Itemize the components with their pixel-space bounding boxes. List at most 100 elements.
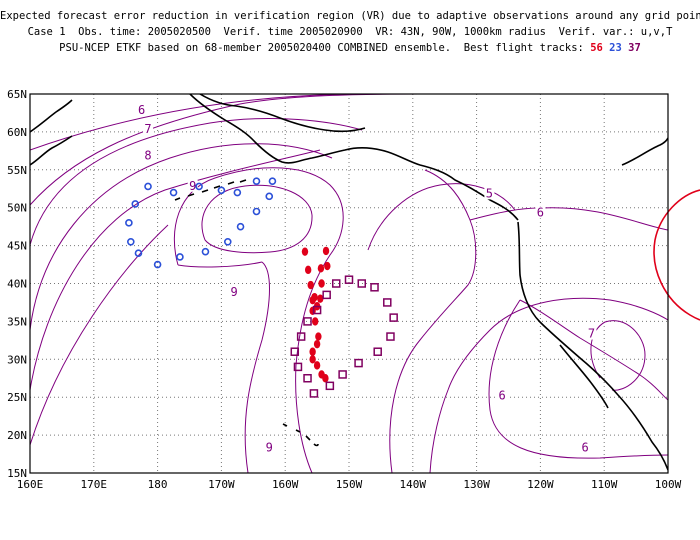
track-56-dot bbox=[313, 339, 321, 349]
flight-track-markers bbox=[125, 177, 398, 398]
track-56-dot bbox=[324, 261, 331, 271]
track-37-square bbox=[293, 362, 303, 372]
contour-line bbox=[173, 167, 344, 473]
contour-label-bg bbox=[136, 103, 147, 116]
title-line-1: Expected forecast error reduction in ver… bbox=[0, 10, 700, 22]
track-23-circle bbox=[252, 207, 261, 216]
lon-tick-label: 120W bbox=[527, 478, 554, 491]
lat-tick-label: 50N bbox=[7, 202, 27, 215]
track-56-dot bbox=[318, 370, 325, 379]
contour-label-bg bbox=[484, 187, 495, 200]
track-23-circle bbox=[233, 188, 242, 197]
track-56-dot bbox=[317, 264, 325, 273]
hawaii-islands bbox=[282, 423, 319, 447]
contour-line bbox=[30, 118, 363, 246]
aleutian-islands bbox=[174, 179, 247, 201]
track-37-square bbox=[325, 381, 335, 391]
lat-tick-label: 30N bbox=[7, 353, 27, 366]
lon-tick-label: 150W bbox=[336, 478, 363, 491]
lon-tick-label: 140W bbox=[400, 478, 427, 491]
lat-tick-label: 20N bbox=[7, 429, 27, 442]
title-line-2: Case 1 Obs. time: 2005020500 Verif. time… bbox=[27, 26, 673, 38]
track-37-square bbox=[386, 332, 395, 341]
contour-line bbox=[244, 261, 270, 473]
track-37-square bbox=[309, 389, 319, 398]
contour-line bbox=[488, 299, 668, 459]
track-23-circle bbox=[201, 247, 210, 256]
lat-tick-label: 45N bbox=[7, 240, 27, 253]
track-23-circle bbox=[125, 219, 133, 227]
track-56-dot bbox=[318, 279, 325, 288]
track-37-square bbox=[389, 313, 398, 322]
contour-label-bg bbox=[187, 179, 198, 192]
lon-tick-label: 160E bbox=[17, 478, 44, 491]
north-america-west-coast bbox=[517, 221, 668, 471]
contour-line bbox=[201, 184, 313, 254]
contour-line bbox=[30, 149, 321, 391]
track-37-square bbox=[312, 305, 322, 315]
title-line-3-text: PSU-NCEP ETKF based on 68-member 2005020… bbox=[59, 42, 584, 54]
alaska-coast bbox=[189, 94, 519, 221]
lat-tick-label: 40N bbox=[7, 278, 27, 291]
kamchatka-coast bbox=[30, 135, 73, 166]
contour-label-bg bbox=[586, 327, 597, 340]
contour-label: 9 bbox=[189, 179, 196, 193]
contour-label-bg bbox=[264, 441, 275, 454]
contour-labels: 6 7 8 9 9 9 5 6 7 6 6 bbox=[136, 103, 597, 454]
track-56-dot bbox=[307, 280, 314, 290]
contour-label: 9 bbox=[231, 285, 238, 299]
track-label-23: 23 bbox=[609, 42, 622, 54]
track-37-square bbox=[296, 332, 306, 341]
contour-label: 8 bbox=[144, 148, 151, 162]
verification-region-circle bbox=[653, 189, 700, 321]
lon-tick-label: 100W bbox=[655, 478, 682, 491]
contour-label-bg bbox=[535, 206, 546, 219]
contour-line bbox=[30, 224, 169, 446]
contour-line bbox=[590, 320, 646, 391]
track-23-circle bbox=[153, 260, 162, 269]
track-56-dot bbox=[309, 295, 316, 305]
axis-tick-labels: 160E 170E 180 170W 160W 150W 140W 130W 120W 110W 1… bbox=[7, 88, 681, 491]
lat-tick-label: 15N bbox=[7, 467, 27, 480]
track-37-square bbox=[344, 275, 354, 284]
lat-tick-label: 60N bbox=[7, 126, 27, 139]
lon-tick-label: 170W bbox=[208, 478, 235, 491]
contour-label: 7 bbox=[144, 122, 151, 136]
coastlines bbox=[30, 94, 668, 471]
track-23-circle bbox=[169, 188, 178, 197]
track-23-circle bbox=[236, 222, 245, 231]
track-37-square bbox=[290, 347, 300, 356]
track-56-dot bbox=[309, 347, 316, 356]
map-frame bbox=[29, 93, 669, 474]
contour-label: 6 bbox=[138, 103, 145, 117]
track-23-circle bbox=[134, 249, 143, 257]
track-37-square bbox=[322, 290, 331, 300]
contour-label-bg bbox=[143, 122, 154, 135]
contour-label-bg bbox=[580, 441, 591, 454]
contour-lines bbox=[30, 94, 668, 473]
track-37-square bbox=[303, 317, 312, 326]
lon-tick-label: 180 bbox=[148, 478, 168, 491]
contour-label: 5 bbox=[486, 186, 493, 200]
contour-line bbox=[30, 94, 361, 151]
contour-line bbox=[429, 297, 668, 473]
track-label-37: 37 bbox=[628, 42, 641, 54]
track-23-circle bbox=[195, 182, 203, 191]
lon-tick-label: 170E bbox=[81, 478, 108, 491]
lat-tick-label: 65N bbox=[7, 88, 27, 101]
track-56-dot bbox=[313, 361, 321, 370]
lon-tick-label: 160W bbox=[272, 478, 299, 491]
contour-line bbox=[30, 94, 421, 206]
lat-tick-label: 35N bbox=[7, 315, 27, 328]
track-56-dot bbox=[322, 246, 330, 256]
track-23-circle bbox=[131, 200, 140, 208]
track-23-circle bbox=[217, 186, 226, 195]
contour-line bbox=[367, 183, 516, 251]
track-37-square bbox=[373, 347, 382, 356]
track-56-dot bbox=[301, 247, 309, 256]
contour-label-bg bbox=[143, 149, 154, 162]
contour-line bbox=[519, 299, 668, 401]
track-23-circle bbox=[144, 182, 152, 191]
track-37-square bbox=[331, 279, 341, 288]
track-37-square bbox=[370, 283, 379, 292]
